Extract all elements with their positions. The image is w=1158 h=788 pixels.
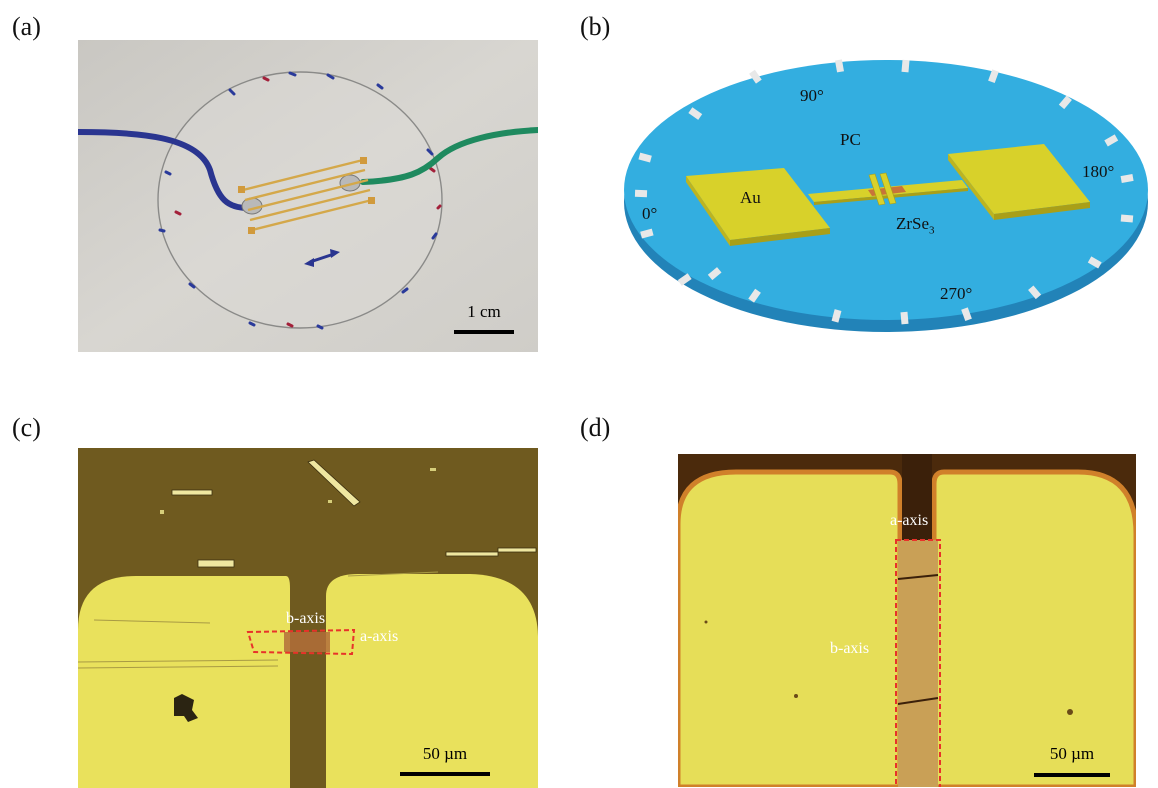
panel-label-b: (b) xyxy=(580,12,611,41)
panel-c-scale-bar-label: 50 µm xyxy=(422,744,468,763)
panel-c-illustration xyxy=(78,448,538,788)
panel-d-a-axis-label: a-axis xyxy=(890,512,929,529)
panel-a-photo: 1 cm xyxy=(78,40,538,352)
panel-b-angle-0: 0° xyxy=(642,204,658,223)
panel-b-crystal-label: ZrSe3 xyxy=(896,214,935,236)
panel-a-scale-bar-label: 1 cm xyxy=(467,302,501,321)
panel-b-crystal-formula: ZrSe xyxy=(896,214,930,233)
panel-label-c: (c) xyxy=(12,413,41,442)
panel-d-scale-bar-label: 50 µm xyxy=(1049,744,1095,763)
panel-b-substrate-label: PC xyxy=(840,130,861,149)
panel-b-angle-270: 270° xyxy=(940,284,973,303)
panel-c-a-axis-label: a-axis xyxy=(360,628,399,645)
panel-label-a: (a) xyxy=(12,12,41,41)
panel-b-angle-90: 90° xyxy=(800,86,824,105)
panel-b-electrode-label: Au xyxy=(740,188,761,207)
panel-b-angle-180: 180° xyxy=(1082,162,1115,181)
panel-c-b-axis-label: b-axis xyxy=(286,610,326,627)
panel-a-illustration xyxy=(78,40,538,352)
panel-b-schematic: 90° 0° 180° 270° PC Au ZrSe3 xyxy=(612,50,1158,342)
panel-d-micrograph: a-axis b-axis 50 µm xyxy=(678,454,1136,787)
panel-b-crystal-subscript: 3 xyxy=(929,224,935,237)
panel-d-b-axis-label: b-axis xyxy=(830,640,870,657)
panel-c-micrograph: b-axis a-axis 50 µm xyxy=(78,448,538,788)
panel-label-d: (d) xyxy=(580,413,611,442)
panel-d-illustration xyxy=(678,454,1136,787)
panel-b-illustration xyxy=(624,59,1148,332)
